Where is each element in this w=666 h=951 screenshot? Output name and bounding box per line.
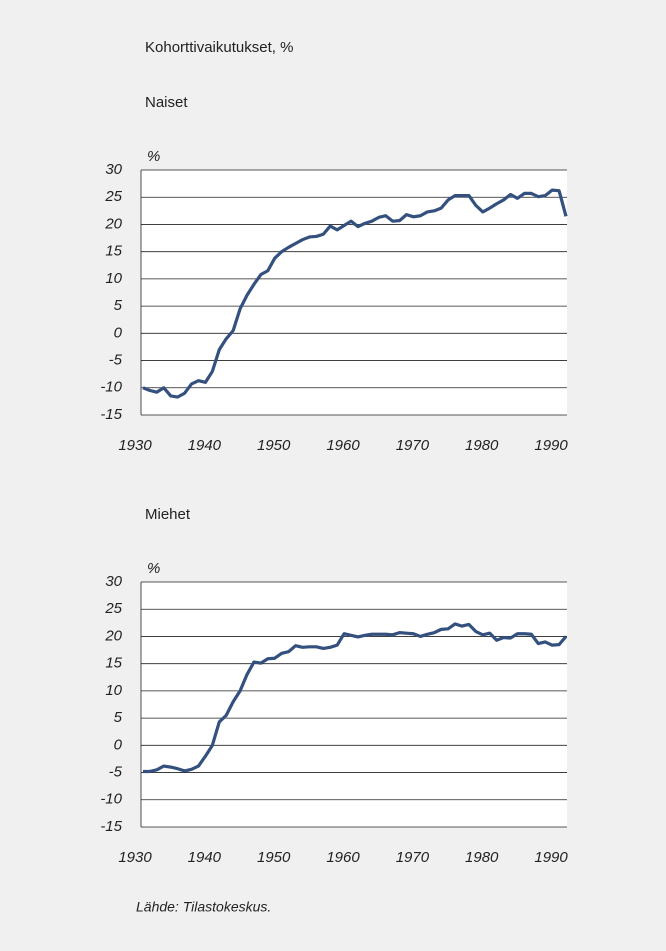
y-tick-label: -5 — [109, 352, 123, 369]
x-tick-label: 1930 — [118, 437, 152, 454]
x-tick-label: 1930 — [118, 849, 152, 866]
y-tick-label: 25 — [104, 188, 122, 205]
source: Lähde: Tilastokeskus. — [136, 899, 271, 915]
x-tick-label: 1960 — [326, 437, 360, 454]
x-tick-label: 1980 — [465, 849, 499, 866]
y-tick-label: -15 — [100, 818, 122, 835]
y-tick-label: 20 — [104, 215, 122, 232]
plot-area — [141, 582, 567, 827]
y-tick-label: 20 — [104, 627, 122, 644]
y-axis-label: % — [147, 148, 160, 165]
y-tick-label: 30 — [105, 573, 122, 590]
plot-area — [141, 170, 567, 415]
x-tick-label: 1970 — [396, 849, 430, 866]
y-tick-label: -5 — [109, 764, 123, 781]
y-tick-label: 0 — [114, 324, 123, 341]
y-tick-label: 30 — [105, 161, 122, 178]
y-tick-label: 15 — [105, 243, 122, 260]
y-tick-label: 25 — [104, 600, 122, 617]
y-tick-label: 10 — [105, 270, 122, 287]
x-tick-label: 1950 — [257, 849, 291, 866]
y-tick-label: 10 — [105, 682, 122, 699]
y-tick-label: 5 — [114, 297, 123, 314]
x-tick-label: 1940 — [188, 849, 222, 866]
chart-title: Miehet — [145, 506, 191, 523]
y-tick-label: 0 — [114, 736, 123, 753]
y-tick-label: 5 — [114, 709, 123, 726]
y-tick-label: -10 — [100, 379, 122, 396]
x-tick-label: 1960 — [326, 849, 360, 866]
data-line — [143, 622, 568, 774]
y-tick-label: -15 — [100, 406, 122, 423]
page-title: Kohorttivaikutukset, % — [145, 39, 293, 56]
data-line — [142, 188, 568, 399]
y-axis-label: % — [147, 560, 160, 577]
x-tick-label: 1990 — [534, 437, 568, 454]
y-tick-label: -10 — [100, 791, 122, 808]
x-tick-label: 1940 — [188, 437, 222, 454]
y-tick-label: 15 — [105, 655, 122, 672]
x-tick-label: 1980 — [465, 437, 499, 454]
x-tick-label: 1950 — [257, 437, 291, 454]
chart-title: Naiset — [145, 94, 188, 111]
x-tick-label: 1970 — [396, 437, 430, 454]
x-tick-label: 1990 — [534, 849, 568, 866]
